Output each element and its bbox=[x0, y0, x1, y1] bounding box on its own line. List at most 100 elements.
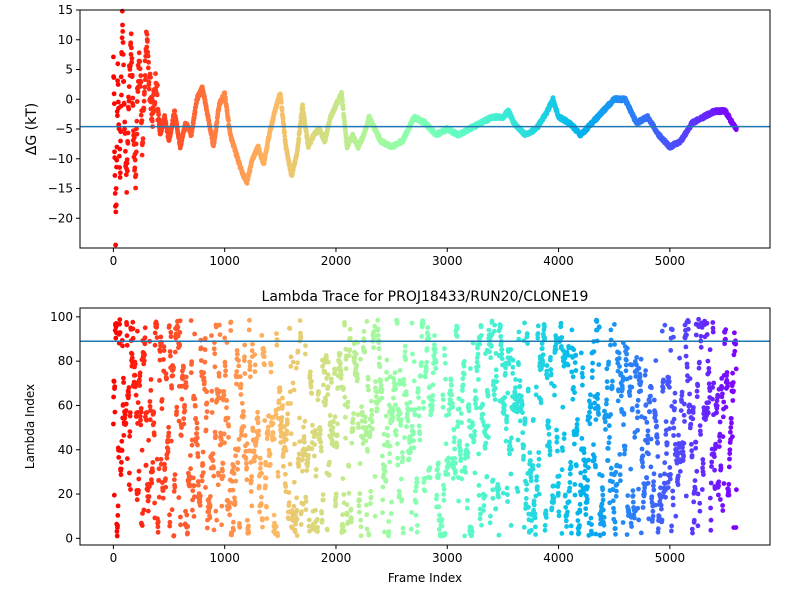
lambda-point bbox=[554, 439, 560, 445]
lambda-point bbox=[130, 326, 136, 332]
lambda-point bbox=[420, 321, 426, 326]
lambda-point bbox=[478, 324, 484, 330]
lambda-point bbox=[249, 503, 255, 509]
lambda-point bbox=[237, 374, 243, 379]
lambda-point bbox=[531, 417, 536, 422]
lambda-point bbox=[450, 475, 456, 481]
lambda-point bbox=[259, 517, 265, 523]
lambda-point bbox=[504, 485, 510, 491]
lambda-point bbox=[217, 332, 223, 337]
lambda-point bbox=[475, 363, 481, 369]
lambda-point bbox=[452, 446, 457, 452]
lambda-point bbox=[358, 533, 364, 539]
lambda-point bbox=[384, 357, 390, 363]
lambda-point bbox=[221, 392, 227, 398]
lambda-point bbox=[466, 402, 472, 407]
lambda-point bbox=[452, 456, 458, 461]
lambda-point bbox=[440, 404, 446, 410]
lambda-point bbox=[357, 497, 362, 503]
lambda-point bbox=[316, 390, 321, 395]
delta-g-point bbox=[117, 170, 123, 176]
lambda-point bbox=[275, 533, 281, 539]
lambda-point bbox=[242, 342, 248, 348]
lambda-point bbox=[476, 451, 481, 457]
lambda-point bbox=[290, 380, 296, 386]
lambda-point bbox=[235, 466, 241, 472]
lambda-point bbox=[202, 347, 208, 353]
lambda-point bbox=[190, 488, 196, 494]
lambda-point bbox=[293, 365, 299, 371]
delta-g-point bbox=[290, 171, 295, 176]
lambda-point bbox=[483, 440, 489, 446]
lambda-point bbox=[142, 335, 148, 341]
lambda-point bbox=[348, 336, 353, 341]
lambda-point bbox=[542, 335, 548, 341]
lambda-point bbox=[513, 385, 518, 391]
lambda-point bbox=[489, 318, 495, 324]
lambda-point bbox=[250, 341, 255, 347]
lambda-point bbox=[338, 361, 343, 366]
delta-g-point bbox=[123, 148, 128, 154]
delta-g-point bbox=[112, 191, 118, 196]
lambda-point bbox=[164, 455, 170, 461]
lambda-point bbox=[460, 388, 465, 393]
lambda-point bbox=[219, 522, 225, 528]
lambda-point bbox=[224, 398, 230, 403]
lambda-point bbox=[210, 451, 216, 456]
lambda-point bbox=[222, 335, 228, 341]
delta-g-point bbox=[300, 102, 305, 108]
lambda-point bbox=[161, 357, 166, 362]
lambda-point bbox=[171, 489, 177, 494]
lambda-point bbox=[402, 349, 408, 355]
delta-g-point bbox=[121, 79, 127, 84]
lambda-point bbox=[259, 333, 265, 338]
lambda-point bbox=[425, 325, 431, 330]
lambda-point bbox=[138, 417, 143, 423]
lambda-point bbox=[161, 348, 167, 353]
lambda-point bbox=[534, 474, 540, 480]
lambda-point bbox=[151, 410, 157, 416]
lambda-point bbox=[408, 526, 414, 532]
x-tick-label: 1000 bbox=[209, 254, 240, 268]
lambda-point bbox=[262, 362, 267, 368]
lambda-point bbox=[347, 326, 353, 332]
lambda-point bbox=[258, 501, 264, 506]
lambda-point bbox=[440, 397, 446, 402]
lambda-point bbox=[192, 494, 197, 500]
lambda-point bbox=[523, 496, 529, 501]
lambda-point bbox=[457, 438, 463, 444]
lambda-point bbox=[314, 517, 320, 522]
lambda-point bbox=[325, 372, 331, 378]
delta-g-point bbox=[140, 136, 146, 142]
lambda-point bbox=[274, 342, 280, 348]
lambda-point bbox=[198, 493, 203, 499]
lambda-point bbox=[111, 421, 116, 427]
lambda-point bbox=[499, 347, 505, 352]
lambda-point bbox=[297, 318, 303, 323]
lambda-point bbox=[288, 354, 294, 360]
delta-g-point bbox=[133, 141, 139, 147]
lambda-point bbox=[292, 441, 297, 447]
lambda-point bbox=[249, 474, 255, 479]
lambda-point bbox=[120, 343, 125, 349]
lambda-point bbox=[499, 356, 505, 362]
lambda-point bbox=[509, 435, 514, 441]
lambda-point bbox=[160, 495, 166, 501]
lambda-point bbox=[177, 318, 183, 324]
lambda-point bbox=[264, 516, 270, 521]
lambda-point bbox=[315, 529, 320, 534]
delta-g-point bbox=[145, 53, 151, 59]
lambda-point bbox=[479, 522, 484, 528]
delta-g-point bbox=[132, 165, 138, 171]
delta-g-point bbox=[340, 98, 345, 104]
lambda-point bbox=[382, 468, 388, 474]
lambda-point bbox=[468, 366, 473, 371]
lambda-point bbox=[411, 445, 417, 451]
lambda-point bbox=[288, 401, 293, 406]
lambda-point bbox=[519, 393, 524, 399]
lambda-point bbox=[505, 499, 510, 504]
lambda-point bbox=[380, 497, 386, 503]
delta-g-point bbox=[121, 62, 126, 68]
lambda-point bbox=[417, 437, 423, 443]
lambda-point bbox=[270, 430, 276, 435]
